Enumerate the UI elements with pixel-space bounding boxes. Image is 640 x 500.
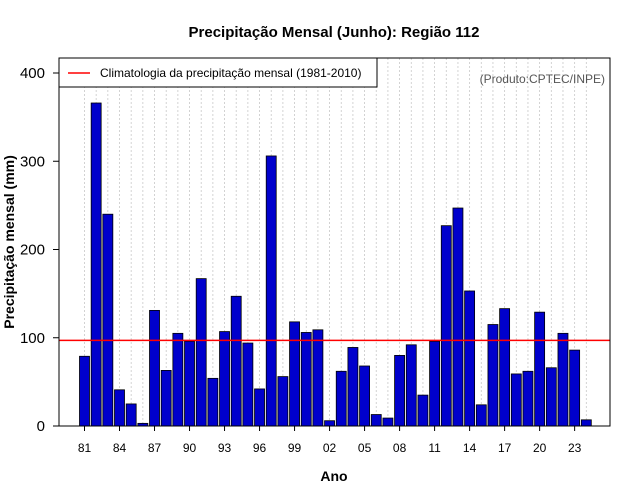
x-tick-label: 23 xyxy=(568,441,582,455)
x-tick-label: 81 xyxy=(78,441,92,455)
chart-title: Precipitação Mensal (Junho): Região 112 xyxy=(189,24,480,41)
bar-2001 xyxy=(312,329,324,427)
bar-2006 xyxy=(370,414,382,427)
x-tick-label: 14 xyxy=(463,441,477,455)
bar-2003 xyxy=(335,370,347,427)
y-tick-label: 200 xyxy=(20,242,45,259)
x-tick-label: 90 xyxy=(183,441,197,455)
bar-2015 xyxy=(475,404,487,427)
x-tick-label: 99 xyxy=(288,441,302,455)
bar-2013 xyxy=(452,207,464,427)
bar-2022 xyxy=(557,332,569,427)
bar-1995 xyxy=(242,342,254,427)
bar-1983 xyxy=(102,213,114,427)
bar-2007 xyxy=(382,417,394,427)
bar-2020 xyxy=(534,311,546,427)
bar-1981 xyxy=(79,355,90,427)
bar-1999 xyxy=(289,321,300,427)
x-axis-label: Ano xyxy=(320,468,347,484)
source-label: (Produto:CPTEC/INPE) xyxy=(480,72,605,86)
y-tick-label: 0 xyxy=(37,418,45,435)
bar-2002 xyxy=(324,420,335,427)
x-tick-label: 93 xyxy=(218,441,232,455)
bar-2000 xyxy=(300,332,312,427)
bar-2014 xyxy=(464,290,476,427)
x-tick-label: 02 xyxy=(323,441,337,455)
y-axis: 0 100 200 300 400 xyxy=(20,65,59,435)
bar-2017 xyxy=(499,308,511,427)
plot-frame xyxy=(58,57,611,427)
x-tick-label: 17 xyxy=(498,441,512,455)
bars xyxy=(79,102,592,427)
y-axis-label: Precipitação mensal (mm) xyxy=(1,155,17,329)
y-tick-label: 100 xyxy=(20,330,45,347)
bar-2024 xyxy=(580,419,592,427)
bar-2004 xyxy=(347,347,359,427)
y-tick-label: 400 xyxy=(20,65,45,82)
bar-2018 xyxy=(510,373,522,427)
bar-2019 xyxy=(522,370,534,427)
x-tick-label: 96 xyxy=(253,441,267,455)
x-tick-label: 08 xyxy=(393,441,407,455)
bar-1985 xyxy=(125,403,137,427)
bar-2008 xyxy=(394,354,405,427)
x-tick-label: 84 xyxy=(113,441,127,455)
legend: Climatologia da precipitação mensal (198… xyxy=(58,57,378,88)
bar-1992 xyxy=(207,377,219,427)
bar-1987 xyxy=(149,309,160,427)
bar-2009 xyxy=(405,344,417,427)
x-tick-label: 20 xyxy=(533,441,547,455)
bar-1993 xyxy=(219,331,230,427)
x-axis: 81 84 87 90 93 96 99 02 05 08 11 14 17 20 23 xyxy=(78,426,582,455)
bar-1997 xyxy=(265,155,277,427)
x-tick-label: 05 xyxy=(358,441,372,455)
bar-2010 xyxy=(417,394,429,427)
bar-2005 xyxy=(359,365,370,427)
bar-1994 xyxy=(230,295,242,427)
bar-1991 xyxy=(195,278,207,427)
bar-1989 xyxy=(172,332,184,427)
bar-1984 xyxy=(114,389,125,427)
bar-1982 xyxy=(90,102,102,427)
bar-2011 xyxy=(429,340,441,427)
bar-1988 xyxy=(160,370,172,427)
legend-label: Climatologia da precipitação mensal (198… xyxy=(100,66,361,80)
bar-2021 xyxy=(545,367,557,427)
x-tick-label: 87 xyxy=(148,441,162,455)
legend-box xyxy=(58,57,378,88)
bar-1990 xyxy=(184,340,195,427)
bar-1996 xyxy=(254,388,265,427)
bar-2023 xyxy=(569,349,581,427)
x-tick-label: 11 xyxy=(428,441,441,455)
y-tick-label: 300 xyxy=(20,153,45,170)
bar-1998 xyxy=(277,376,289,427)
bar-2012 xyxy=(440,225,452,427)
